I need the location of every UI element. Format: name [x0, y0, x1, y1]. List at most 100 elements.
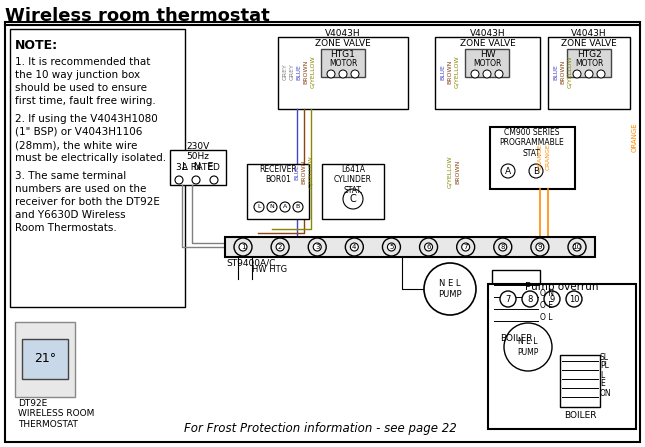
Circle shape: [544, 291, 560, 307]
Circle shape: [343, 189, 363, 209]
Circle shape: [192, 176, 200, 184]
Text: V4043H
ZONE VALVE
HTG2: V4043H ZONE VALVE HTG2: [561, 29, 617, 59]
Circle shape: [210, 176, 218, 184]
Circle shape: [529, 164, 543, 178]
Text: A: A: [283, 204, 287, 210]
Circle shape: [419, 238, 437, 256]
Circle shape: [531, 238, 549, 256]
Circle shape: [568, 238, 586, 256]
Text: GREY: GREY: [290, 63, 295, 80]
Text: C: C: [350, 194, 357, 204]
Text: the 10 way junction box: the 10 way junction box: [15, 70, 140, 80]
Text: 10: 10: [569, 295, 579, 304]
Circle shape: [501, 164, 515, 178]
Circle shape: [308, 238, 326, 256]
Circle shape: [388, 243, 395, 251]
Circle shape: [500, 291, 516, 307]
Text: O N: O N: [540, 288, 554, 298]
Circle shape: [327, 70, 335, 78]
Text: MOTOR: MOTOR: [575, 59, 603, 67]
Bar: [567, 49, 611, 77]
Text: BLUE: BLUE: [297, 64, 301, 80]
Text: 8: 8: [501, 244, 505, 250]
Text: N E L
PUMP: N E L PUMP: [517, 337, 539, 357]
Text: 3: 3: [315, 244, 319, 250]
Text: 7: 7: [463, 244, 468, 250]
Text: L: L: [257, 204, 261, 210]
Text: 9: 9: [538, 244, 542, 250]
Circle shape: [276, 243, 284, 251]
Text: ORANGE: ORANGE: [632, 122, 638, 152]
Circle shape: [499, 243, 507, 251]
Circle shape: [339, 70, 347, 78]
Text: ST9400A/C: ST9400A/C: [226, 259, 275, 268]
Text: NOTE:: NOTE:: [15, 39, 58, 52]
Text: RECEIVER
BOR01: RECEIVER BOR01: [259, 165, 297, 185]
Text: BOILER: BOILER: [564, 411, 596, 420]
Text: BLUE: BLUE: [441, 64, 446, 80]
Circle shape: [483, 70, 491, 78]
Text: 2: 2: [278, 244, 283, 250]
Text: BROWN: BROWN: [561, 60, 566, 84]
Circle shape: [382, 238, 401, 256]
Circle shape: [350, 243, 359, 251]
Circle shape: [313, 243, 321, 251]
Circle shape: [254, 202, 264, 212]
Text: BROWN: BROWN: [301, 160, 306, 184]
Circle shape: [239, 243, 247, 251]
Text: BLUE: BLUE: [553, 64, 559, 80]
Text: BLUE: BLUE: [295, 164, 299, 180]
Bar: [22, 339, 68, 379]
Circle shape: [504, 323, 552, 371]
Text: Pump overrun: Pump overrun: [525, 282, 599, 292]
Circle shape: [424, 243, 433, 251]
Bar: [490, 127, 575, 189]
Bar: [435, 37, 540, 109]
Text: L641A
CYLINDER
STAT.: L641A CYLINDER STAT.: [334, 165, 372, 195]
Text: (28mm), the white wire: (28mm), the white wire: [15, 140, 137, 150]
Text: receiver for both the DT92E: receiver for both the DT92E: [15, 197, 160, 207]
Circle shape: [175, 176, 183, 184]
Text: CM900 SERIES
PROGRAMMABLE
STAT.: CM900 SERIES PROGRAMMABLE STAT.: [500, 128, 564, 158]
Text: B: B: [533, 166, 539, 176]
Text: first time, fault free wiring.: first time, fault free wiring.: [15, 96, 155, 106]
Text: MOTOR: MOTOR: [473, 59, 501, 67]
Text: numbers are used on the: numbers are used on the: [15, 184, 146, 194]
Circle shape: [573, 70, 581, 78]
Text: 9: 9: [550, 295, 555, 304]
Text: (1" BSP) or V4043H1106: (1" BSP) or V4043H1106: [15, 127, 143, 137]
Circle shape: [234, 238, 252, 256]
Text: should be used to ensure: should be used to ensure: [15, 83, 147, 93]
Text: G/YELLOW: G/YELLOW: [568, 56, 573, 89]
Text: G/YELLOW: G/YELLOW: [455, 56, 459, 89]
Text: B: B: [296, 204, 300, 210]
Bar: [225, 237, 595, 257]
Text: V4043H
ZONE VALVE
HW: V4043H ZONE VALVE HW: [460, 29, 515, 59]
Bar: [247, 164, 309, 219]
Text: 5: 5: [389, 244, 393, 250]
Text: G/YELLOW: G/YELLOW: [310, 56, 315, 89]
Text: 3. The same terminal: 3. The same terminal: [15, 171, 126, 181]
Bar: [278, 37, 408, 109]
Circle shape: [585, 70, 593, 78]
Circle shape: [267, 202, 277, 212]
Circle shape: [573, 243, 581, 251]
Circle shape: [494, 238, 511, 256]
Circle shape: [271, 238, 289, 256]
Text: O L: O L: [540, 312, 553, 321]
Text: ORANGE: ORANGE: [537, 143, 542, 170]
Circle shape: [597, 70, 605, 78]
Text: BROWN: BROWN: [455, 160, 461, 184]
Text: HW HTG: HW HTG: [252, 265, 287, 274]
Text: E: E: [600, 380, 605, 388]
Bar: [560, 355, 600, 407]
Text: BROWN: BROWN: [448, 60, 453, 84]
Text: 8: 8: [528, 295, 533, 304]
Text: 1. It is recommended that: 1. It is recommended that: [15, 57, 150, 67]
Bar: [465, 49, 509, 77]
Circle shape: [280, 202, 290, 212]
Text: must be electrically isolated.: must be electrically isolated.: [15, 153, 166, 163]
Circle shape: [536, 243, 544, 251]
Circle shape: [471, 70, 479, 78]
Text: 4: 4: [352, 244, 357, 250]
